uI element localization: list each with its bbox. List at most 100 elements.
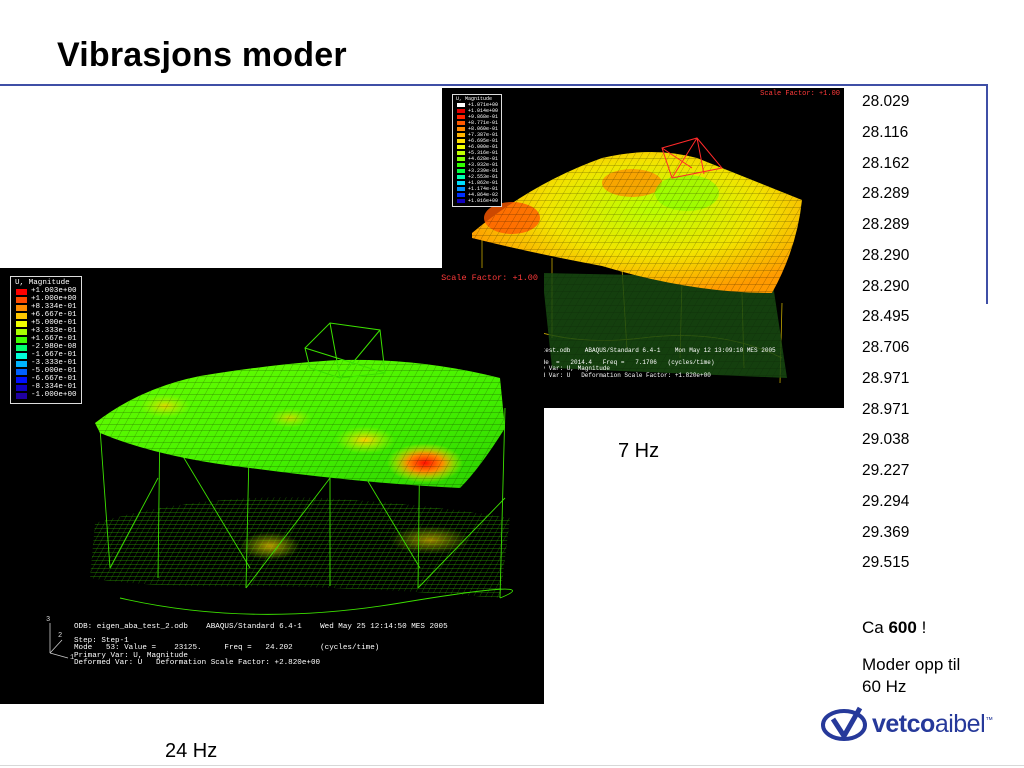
- legend-value: -1.000e+00: [31, 390, 77, 399]
- vetcoaibel-logo: vetcoaibel™: [820, 704, 993, 744]
- frequency-value: 29.294: [862, 492, 910, 510]
- frequency-value: 28.029: [862, 93, 910, 110]
- vetcoaibel-mark-icon: [821, 706, 867, 741]
- fea-mesh-24hz: [49, 322, 513, 659]
- legend-entry: +1.000e+00: [15, 295, 77, 304]
- legend-value: +1.174e-01: [468, 185, 499, 192]
- mode-24hz-render: U, Magnitude +1.003e+00 +1.000e+00 +8.334e…: [0, 268, 544, 704]
- legend-value: +1.862e-01: [468, 179, 499, 186]
- legend-entry: -5.000e-01: [15, 366, 77, 376]
- legend-swatch: [15, 391, 28, 400]
- legend-swatch: [15, 351, 28, 360]
- logo-rest: aibel: [934, 709, 986, 738]
- legend-value: +3.333e-01: [31, 326, 77, 335]
- legend-swatch: [456, 198, 466, 205]
- legend-entry: -1.000e+00: [15, 390, 77, 400]
- info-line: _test.odb ABAQUS/Standard 6.4-1 Mon May …: [538, 347, 776, 354]
- legend-swatch: [456, 102, 466, 109]
- legend-entry: +8.060e-01: [456, 126, 498, 133]
- note-count: 600: [888, 618, 917, 637]
- frequency-value: 28.495: [862, 308, 910, 326]
- legend-swatch: [456, 138, 466, 145]
- legend-value: +1.014e+00: [468, 107, 499, 114]
- legend-entry: +6.695e-01: [456, 138, 498, 145]
- slide-title: Vibrasjons moder: [57, 36, 347, 74]
- legend-value: +3.932e-01: [468, 161, 499, 168]
- legend-swatch: [15, 295, 28, 304]
- legend-swatch: [456, 108, 466, 115]
- legend-swatch: [456, 168, 466, 175]
- frequency-value: 28.971: [862, 400, 910, 418]
- legend-value: +2.553e-01: [468, 173, 499, 180]
- legend-entry: +4.864e-02: [456, 191, 499, 199]
- legend-swatch: [456, 174, 466, 181]
- footer-divider: [0, 765, 1024, 766]
- legend-entry: +8.334e-01: [15, 302, 77, 312]
- legend-value: +8.334e-01: [31, 302, 77, 311]
- legend-swatch: [15, 359, 28, 368]
- legend-value: +6.667e-01: [31, 310, 77, 319]
- legend-value: -6.667e-01: [31, 374, 77, 383]
- info-line: ed Var: U Deformation Scale Factor: +1.8…: [538, 371, 711, 379]
- legend-entry: -3.333e-01: [15, 359, 77, 368]
- legend-entry: +3.932e-01: [456, 161, 499, 169]
- frequency-value: 28.290: [862, 277, 910, 295]
- legend-entry: +8.771e-01: [456, 119, 499, 127]
- legend-entry: +1.667e-01: [15, 334, 77, 344]
- legend-swatch: [15, 375, 28, 384]
- frequency-value: 29.515: [862, 554, 910, 572]
- legend-entry: +1.003e+00: [15, 287, 77, 296]
- mode-7hz-render: U, Magnitude +1.071e+00 +1.014e+00 +9.868e…: [442, 88, 844, 408]
- frequency-value: 28.971: [862, 369, 910, 387]
- legend-swatch: [15, 303, 28, 312]
- axis-label-2: 2: [58, 632, 63, 640]
- legend-entry: +9.868e-01: [456, 114, 498, 121]
- legend-swatch: [456, 150, 466, 157]
- mode-count-note: Ca 600 !: [862, 618, 926, 638]
- mode-range-note: Moder opp til 60 Hz: [862, 655, 961, 696]
- simulation-info-24hz: ODB: eigen_aba_test_2.odb ABAQUS/Standar…: [74, 623, 448, 668]
- legend-value: -2.980e-08: [31, 342, 77, 351]
- frequency-value: 28.289: [862, 185, 910, 203]
- logo-text: vetcoaibel™: [872, 710, 993, 739]
- legend-swatch: [15, 319, 28, 328]
- legend-value: +5.000e-01: [31, 318, 77, 327]
- legend-entry: +1.071e+00: [456, 102, 498, 109]
- legend-entry: +4.628e-01: [456, 156, 498, 163]
- legend-entry: +1.174e-01: [456, 185, 499, 193]
- legend-swatch: [456, 126, 466, 133]
- legend-value: +3.239e-01: [468, 167, 499, 174]
- frame-right-line: [986, 84, 988, 304]
- legend-entry: +1.862e-01: [456, 179, 499, 187]
- frequency-value: 29.369: [862, 523, 910, 541]
- info-line: Mode 53: Value = 23125. Freq = 24.202 (c…: [74, 644, 380, 653]
- legend-entry: +3.239e-01: [456, 167, 499, 175]
- legend-value: +8.771e-01: [468, 119, 499, 126]
- legend-swatch: [456, 132, 466, 139]
- legend-swatch: [15, 383, 28, 392]
- legend-value: -5.000e-01: [31, 366, 77, 375]
- legend-swatch: [456, 114, 466, 121]
- legend-entry: +2.553e-01: [456, 173, 499, 181]
- note-suffix: !: [916, 618, 927, 637]
- legend-swatch: [456, 156, 466, 163]
- legend-swatch: [15, 343, 28, 352]
- legend-swatch: [15, 287, 28, 296]
- legend-entry: -8.334e-01: [15, 383, 77, 392]
- frequency-value: 28.706: [862, 339, 910, 356]
- simulation-info-7hz: _test.odb ABAQUS/Standard 6.4-1 Mon May …: [538, 347, 776, 379]
- legend-swatch: [456, 162, 466, 169]
- legend-value: +1.667e-01: [31, 334, 77, 343]
- legend-entry: +3.333e-01: [15, 326, 77, 336]
- legend-value: +5.316e-01: [468, 149, 499, 156]
- color-legend-7hz: U, Magnitude +1.071e+00 +1.014e+00 +9.868e…: [452, 94, 503, 208]
- legend-swatch: [15, 311, 28, 320]
- frequency-value: 28.162: [862, 154, 910, 172]
- legend-swatch: [456, 192, 466, 199]
- legend-swatch: [456, 120, 466, 127]
- caption-7hz: 7 Hz: [618, 440, 660, 462]
- title-divider: [0, 84, 988, 86]
- legend-value: +4.864e-02: [468, 191, 499, 198]
- note-prefix: Ca: [862, 618, 889, 637]
- info-line: ODB: eigen_aba_test_2.odb ABAQUS/Standar…: [74, 623, 448, 631]
